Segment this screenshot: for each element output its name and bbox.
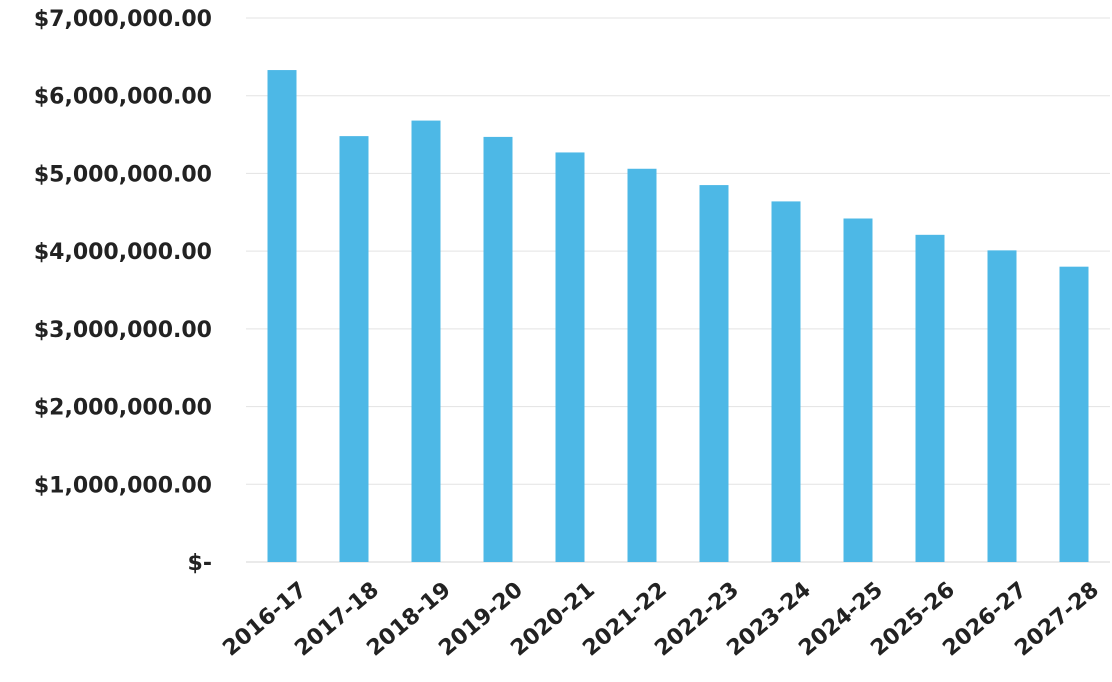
- bar-2021-22: [627, 168, 657, 562]
- y-tick-label: $3,000,000.00: [34, 318, 212, 343]
- bar-2023-24: [771, 201, 801, 563]
- y-tick-label: $6,000,000.00: [34, 85, 212, 110]
- x-axis-tick-labels: 2016-172017-182018-192019-202020-212021-…: [218, 577, 1103, 661]
- gridlines: [246, 17, 1110, 563]
- bar-2016-17: [267, 70, 297, 562]
- bars: [267, 70, 1089, 563]
- y-tick-label: $5,000,000.00: [34, 162, 212, 187]
- bar-2018-19: [411, 120, 441, 562]
- bar-2017-18: [339, 136, 369, 562]
- bar-2020-21: [555, 152, 585, 562]
- bar-2019-20: [483, 136, 513, 562]
- y-tick-label: $1,000,000.00: [34, 473, 212, 498]
- y-tick-label: $2,000,000.00: [34, 396, 212, 421]
- bar-2022-23: [699, 185, 729, 563]
- bar-2027-28: [1059, 266, 1089, 562]
- bar-2025-26: [915, 234, 945, 562]
- bar-2026-27: [987, 250, 1017, 562]
- y-tick-label: $-: [188, 551, 212, 576]
- y-tick-label: $7,000,000.00: [34, 7, 212, 32]
- y-tick-label: $4,000,000.00: [34, 240, 212, 265]
- bar-2024-25: [843, 218, 873, 562]
- y-axis-tick-labels: $- $1,000,000.00 $2,000,000.00 $3,000,000.0…: [34, 7, 212, 576]
